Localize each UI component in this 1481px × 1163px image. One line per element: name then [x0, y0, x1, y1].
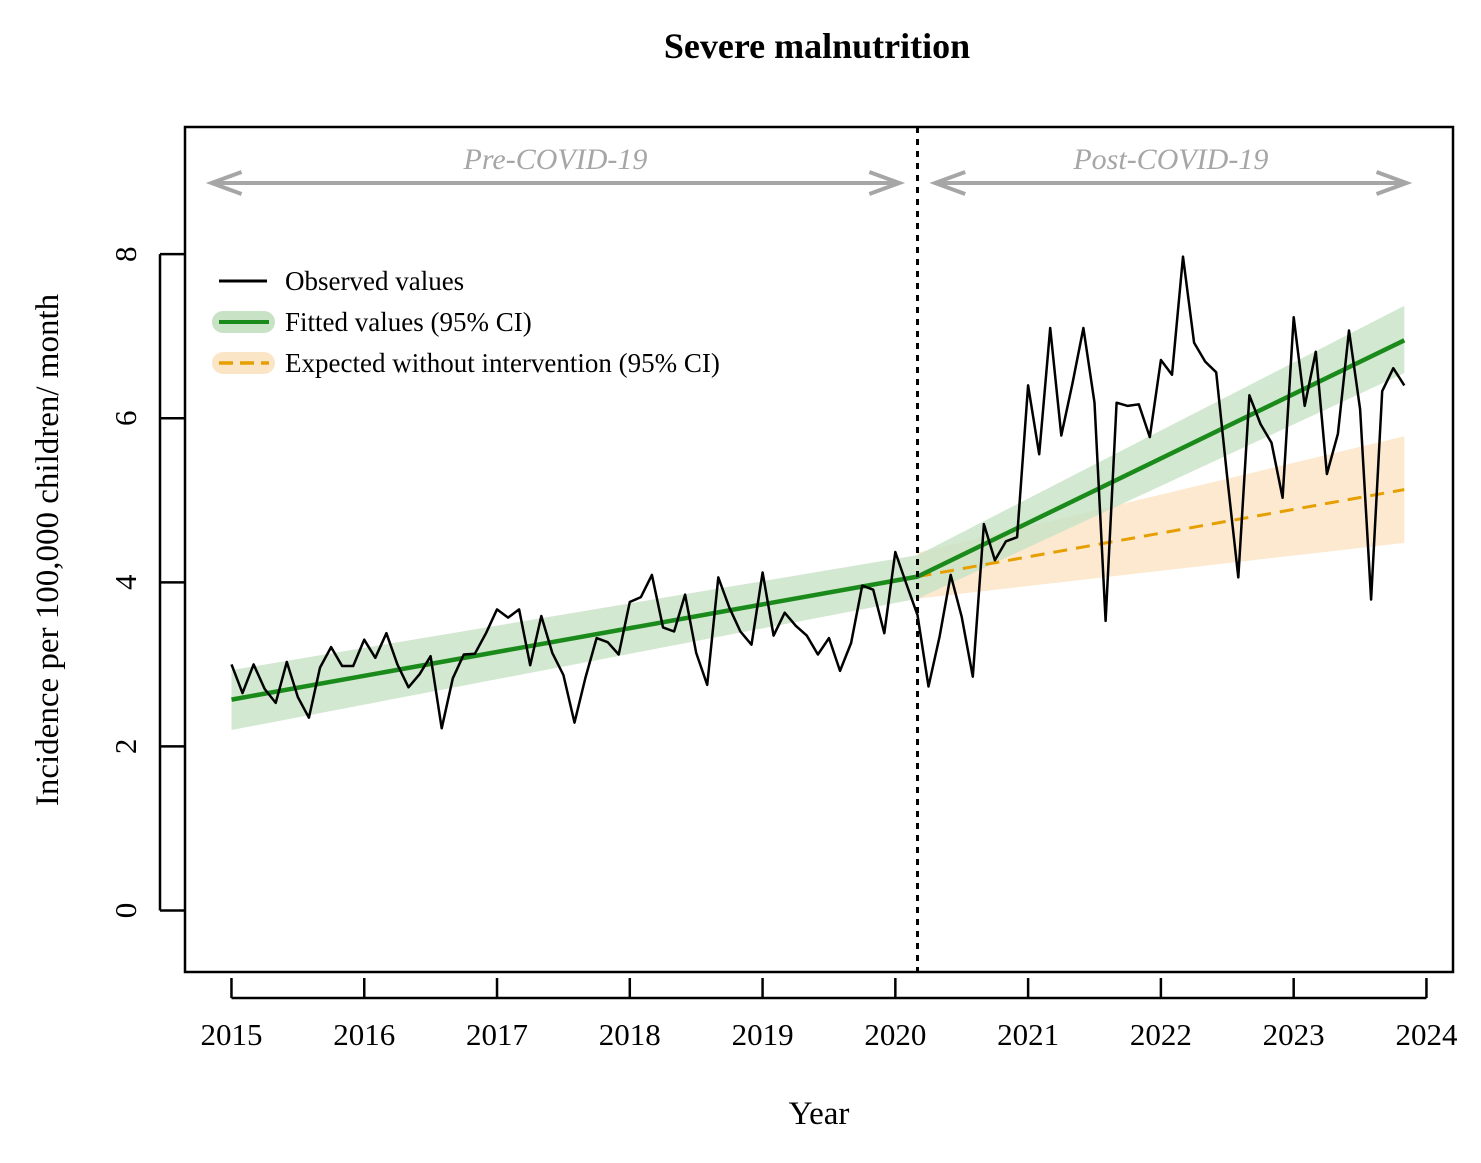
y-tick-label-8: 8 — [108, 246, 143, 262]
y-tick-label-0: 0 — [108, 903, 143, 919]
x-tick-label-2019: 2019 — [732, 1017, 794, 1052]
period-annotations: Pre-COVID-19 Post-COVID-19 — [205, 143, 1413, 196]
x-tick-label-2018: 2018 — [599, 1017, 661, 1052]
y-tick-label-6: 6 — [108, 410, 143, 426]
legend: Observed values Fitted values (95% CI) E… — [212, 266, 720, 378]
legend-label-fitted: Fitted values (95% CI) — [285, 307, 532, 337]
legend-label-expected: Expected without intervention (95% CI) — [285, 348, 720, 378]
period-arrowhead-left-pre-covid-19 — [205, 170, 243, 196]
period-label-pre: Pre-COVID-19 — [463, 143, 648, 176]
legend-entry-observed: Observed values — [219, 266, 464, 296]
x-tick-label-2015: 2015 — [200, 1017, 262, 1052]
x-tick-label-2021: 2021 — [997, 1017, 1059, 1052]
period-pre-covid: Pre-COVID-19 — [205, 143, 906, 196]
x-tick-label-2023: 2023 — [1263, 1017, 1325, 1052]
series-line-observed — [230, 255, 1406, 730]
ci-band-expected — [917, 436, 1405, 599]
y-axis: 0 2 4 6 8 — [108, 246, 185, 918]
period-arrowhead-right-post-covid-19 — [1375, 170, 1413, 196]
y-tick-label-4: 4 — [108, 574, 143, 590]
x-tick-label-2024: 2024 — [1395, 1017, 1458, 1052]
chart-title: Severe malnutrition — [664, 26, 970, 66]
period-arrowhead-left-post-covid-19 — [929, 170, 966, 196]
legend-label-observed: Observed values — [285, 266, 464, 296]
x-tick-label-2016: 2016 — [333, 1017, 395, 1052]
legend-entry-expected: Expected without intervention (95% CI) — [212, 348, 720, 378]
confidence-bands — [231, 305, 1405, 730]
period-arrowhead-right-pre-covid-19 — [868, 170, 906, 196]
series-line-expected — [917, 488, 1405, 579]
legend-entry-fitted: Fitted values (95% CI) — [212, 307, 532, 337]
period-post-covid: Post-COVID-19 — [929, 143, 1413, 196]
x-tick-label-2017: 2017 — [466, 1017, 528, 1052]
x-axis: 2015 2016 2017 2018 2019 2020 2021 2022 2023 2024 — [200, 978, 1458, 1052]
y-axis-title: Incidence per 100,000 children/ month — [30, 293, 66, 806]
plot-frame — [183, 125, 1455, 974]
ci-band-fitted — [231, 305, 1405, 730]
x-tick-label-2020: 2020 — [864, 1017, 926, 1052]
period-label-post: Post-COVID-19 — [1072, 143, 1268, 176]
y-tick-label-2: 2 — [108, 739, 143, 755]
x-tick-label-2022: 2022 — [1130, 1017, 1192, 1052]
x-axis-title: Year — [789, 1096, 850, 1132]
